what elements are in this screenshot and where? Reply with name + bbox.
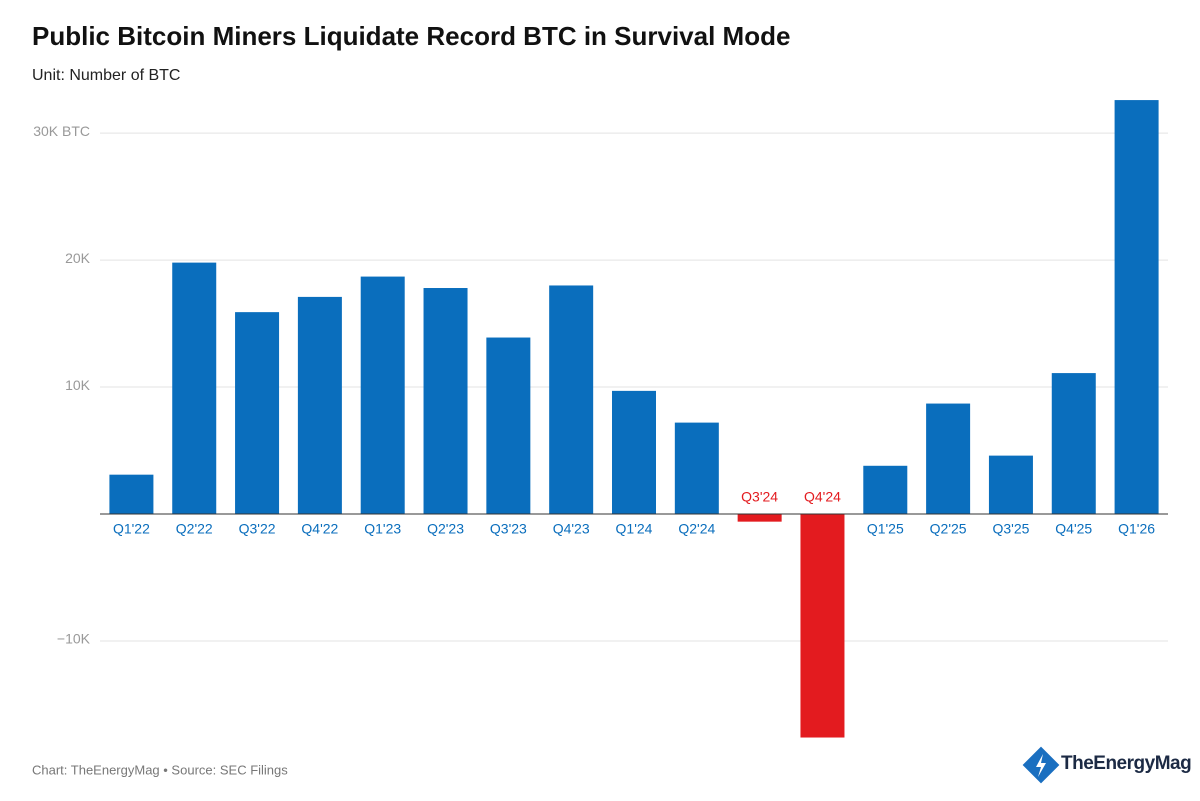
bar [674, 422, 719, 515]
x-tick-label: Q3'23 [490, 521, 527, 537]
x-tick-label: Q2'22 [176, 521, 213, 537]
bar [612, 390, 656, 515]
x-tick-label: Q1'22 [113, 521, 150, 537]
logo-text: TheEnergyMag [1061, 753, 1191, 774]
x-tick-label: Q1'24 [616, 521, 653, 537]
x-tick-label: Q1'26 [1118, 521, 1155, 537]
x-tick-label: Q4'22 [301, 521, 338, 537]
bar [863, 465, 908, 515]
bar [297, 296, 342, 515]
bar [109, 474, 154, 515]
chart-subtitle: Unit: Number of BTC [32, 67, 180, 84]
y-tick-label: 30K BTC [33, 123, 90, 139]
x-tick-label: Q4'24 [804, 489, 841, 505]
logo-bolt [1036, 754, 1046, 777]
x-tick-label: Q2'23 [427, 521, 464, 537]
bar [988, 455, 1033, 515]
bar [423, 288, 468, 515]
y-tick-label: 10K [65, 377, 91, 393]
source-note: Chart: TheEnergyMag • Source: SEC Filing… [32, 762, 288, 777]
bar [800, 514, 845, 738]
x-tick-label: Q3'24 [741, 489, 778, 505]
x-tick-label: Q2'24 [678, 521, 715, 537]
y-tick-label: −10K [57, 631, 91, 647]
x-tick-label: Q1'23 [364, 521, 401, 537]
x-tick-label: Q3'25 [992, 521, 1029, 537]
bar [235, 312, 280, 515]
bar [926, 403, 971, 515]
brand-logo: TheEnergyMag [1022, 746, 1192, 784]
x-tick-label: Q1'25 [867, 521, 904, 537]
bar [172, 262, 217, 515]
bar [486, 337, 531, 515]
bar [1051, 373, 1096, 515]
bar [737, 514, 782, 522]
bar [549, 285, 594, 515]
bar [360, 276, 405, 515]
y-tick-label: 20K [65, 250, 91, 266]
x-tick-label: Q3'22 [239, 521, 276, 537]
chart-title: Public Bitcoin Miners Liquidate Record B… [32, 21, 790, 51]
x-tick-label: Q4'23 [553, 521, 590, 537]
x-tick-label: Q2'25 [930, 521, 967, 537]
x-tick-label: Q4'25 [1055, 521, 1092, 537]
bar [1114, 100, 1159, 515]
